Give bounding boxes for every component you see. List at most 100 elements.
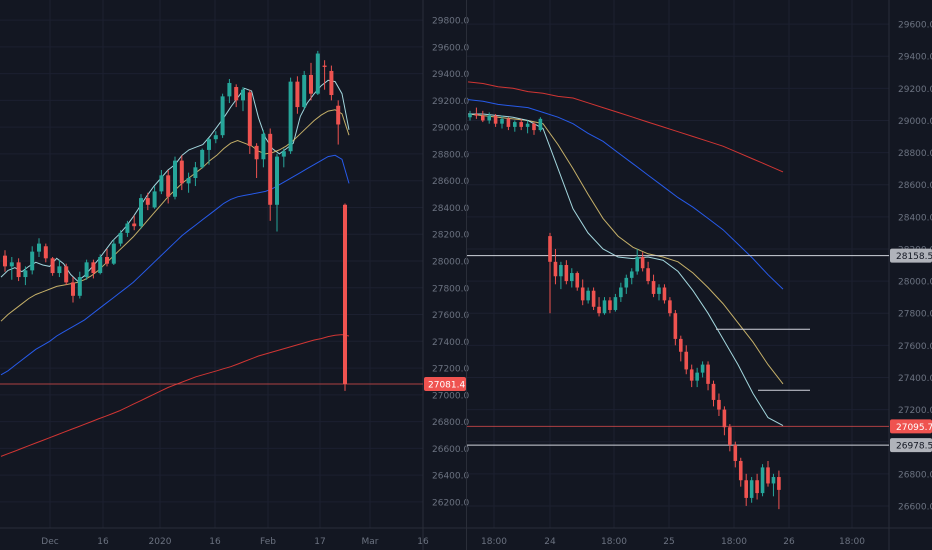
candle[interactable] <box>481 110 485 123</box>
candle[interactable] <box>564 260 569 285</box>
candle[interactable] <box>586 287 590 304</box>
candle[interactable] <box>744 473 748 506</box>
candle[interactable] <box>30 246 35 275</box>
left-time-axis[interactable]: Dec 16 2020 16 Feb 17 Mar 16 <box>41 537 429 547</box>
candle[interactable] <box>213 131 218 144</box>
candle[interactable] <box>288 77 293 154</box>
candle[interactable] <box>613 293 618 312</box>
candle[interactable] <box>570 268 574 288</box>
candle[interactable] <box>179 155 184 191</box>
candle[interactable] <box>635 248 639 275</box>
candle[interactable] <box>193 161 198 187</box>
candle[interactable] <box>64 263 69 286</box>
candle[interactable] <box>608 297 612 314</box>
candle[interactable] <box>689 364 694 388</box>
candle[interactable] <box>532 122 536 135</box>
candle[interactable] <box>254 143 259 179</box>
candle[interactable] <box>538 117 543 132</box>
candle[interactable] <box>519 118 523 131</box>
candle[interactable] <box>629 268 634 285</box>
candle[interactable] <box>506 117 511 131</box>
candle[interactable] <box>474 107 479 119</box>
candle[interactable] <box>281 148 286 168</box>
candle[interactable] <box>247 89 252 154</box>
candle[interactable] <box>777 470 781 510</box>
candle[interactable] <box>220 93 225 138</box>
right-candles[interactable] <box>468 107 781 510</box>
candle[interactable] <box>500 115 504 129</box>
candle[interactable] <box>234 84 239 108</box>
candle[interactable] <box>597 297 601 317</box>
candle[interactable] <box>91 259 96 279</box>
candle[interactable] <box>71 277 75 303</box>
candle[interactable] <box>553 248 558 285</box>
candle[interactable] <box>728 424 732 452</box>
candle[interactable] <box>200 148 205 169</box>
candle[interactable] <box>132 215 137 231</box>
candle[interactable] <box>695 367 699 388</box>
candle[interactable] <box>640 252 645 272</box>
candle[interactable] <box>166 169 171 204</box>
candle[interactable] <box>624 274 629 294</box>
candle[interactable] <box>525 120 530 134</box>
candle[interactable] <box>275 153 279 232</box>
candle[interactable] <box>548 232 552 314</box>
candle[interactable] <box>700 361 705 378</box>
candle[interactable] <box>684 345 689 375</box>
candle[interactable] <box>145 192 150 211</box>
candle[interactable] <box>343 203 347 391</box>
candle[interactable] <box>111 239 116 266</box>
candle[interactable] <box>657 284 661 301</box>
candle[interactable] <box>493 114 498 127</box>
candle[interactable] <box>302 70 307 110</box>
candle[interactable] <box>309 62 313 101</box>
candle[interactable] <box>651 274 656 298</box>
candle[interactable] <box>77 271 82 299</box>
candle[interactable] <box>125 220 130 237</box>
candle[interactable] <box>241 87 245 112</box>
candle[interactable] <box>118 230 123 247</box>
candle[interactable] <box>336 100 341 145</box>
right-chart-panel[interactable]: 26600.026800.027000.027200.027400.027600… <box>467 0 932 550</box>
candle[interactable] <box>662 284 667 304</box>
candle[interactable] <box>749 477 754 503</box>
candle[interactable] <box>711 380 716 407</box>
candle[interactable] <box>706 361 710 391</box>
left-candles[interactable] <box>3 50 347 391</box>
candle[interactable] <box>717 393 721 416</box>
candle[interactable] <box>322 60 327 90</box>
candle[interactable] <box>186 172 191 193</box>
candle[interactable] <box>619 282 623 302</box>
candle[interactable] <box>580 279 585 306</box>
left-price-axis[interactable]: 26200.0 26400.0 26600.0 26800.0 27000.0 27200… <box>432 17 469 509</box>
candle[interactable] <box>9 256 14 280</box>
candle[interactable] <box>646 261 650 285</box>
candle[interactable] <box>487 112 491 124</box>
candle[interactable] <box>679 335 683 362</box>
candle[interactable] <box>591 287 596 310</box>
candle[interactable] <box>513 120 517 132</box>
candle[interactable] <box>771 473 776 497</box>
candle[interactable] <box>43 243 48 263</box>
candle[interactable] <box>50 256 55 276</box>
right-time-axis[interactable]: 18:00 24 18:00 25 18:00 26 18:00 <box>481 537 865 547</box>
candle[interactable] <box>733 441 738 468</box>
candle[interactable] <box>207 137 211 165</box>
right-horizontal-levels[interactable] <box>467 255 889 446</box>
candle[interactable] <box>575 271 580 291</box>
candle[interactable] <box>315 50 320 96</box>
candle[interactable] <box>261 129 266 168</box>
candle[interactable] <box>766 460 770 487</box>
left-chart-panel[interactable]: 26200.0 26400.0 26600.0 26800.0 27000.0 27200… <box>0 0 483 550</box>
candle[interactable] <box>329 65 334 101</box>
candle[interactable] <box>295 76 300 114</box>
candle[interactable] <box>668 297 672 317</box>
candle[interactable] <box>468 110 472 121</box>
candle[interactable] <box>57 259 62 278</box>
candle[interactable] <box>268 128 273 221</box>
candle[interactable] <box>139 194 143 229</box>
candle[interactable] <box>16 258 21 282</box>
candle[interactable] <box>23 266 28 286</box>
candle[interactable] <box>755 473 759 500</box>
candle[interactable] <box>98 254 103 275</box>
